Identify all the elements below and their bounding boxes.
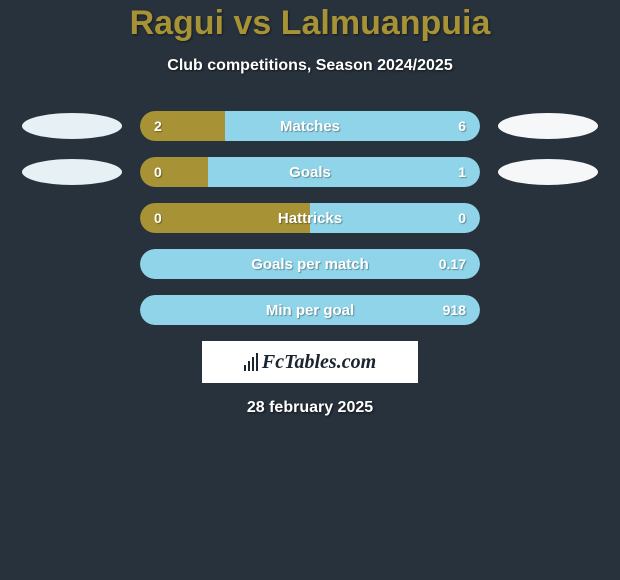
stat-bar: 2 Matches 6 [140,111,480,141]
stat-row: 0 Hattricks 0 [0,203,620,233]
stat-right-value: 918 [443,302,466,318]
stat-label: Goals [289,164,331,181]
stat-row: Min per goal 918 [0,295,620,325]
spacer [22,251,122,277]
page-title: Ragui vs Lalmuanpuia [0,4,620,43]
stat-label: Goals per match [251,256,369,273]
stat-bar: Goals per match 0.17 [140,249,480,279]
stat-label: Matches [280,118,340,135]
spacer [22,297,122,323]
brand-badge: FcTables.com [202,341,418,383]
snapshot-date: 28 february 2025 [0,399,620,417]
spacer [498,297,598,323]
stat-row: 2 Matches 6 [0,111,620,141]
stat-left-value: 0 [154,210,162,226]
stat-left-value: 0 [154,164,162,180]
player-right-marker [498,113,598,139]
stat-right-value: 0 [458,210,466,226]
bar-left-fill [140,157,208,187]
stat-label: Min per goal [266,302,354,319]
bar-right-fill [225,111,480,141]
stat-label: Hattricks [278,210,342,227]
stat-row: Goals per match 0.17 [0,249,620,279]
stat-right-value: 1 [458,164,466,180]
comparison-card: Ragui vs Lalmuanpuia Club competitions, … [0,0,620,417]
player-right-marker [498,159,598,185]
player-left-marker [22,159,122,185]
spacer [498,251,598,277]
stat-right-value: 6 [458,118,466,134]
bars-icon [244,353,258,371]
bar-left-fill [140,111,225,141]
bar-right-fill [208,157,480,187]
page-subtitle: Club competitions, Season 2024/2025 [0,57,620,75]
player-left-marker [22,113,122,139]
stat-right-value: 0.17 [439,256,466,272]
stats-list: 2 Matches 6 0 Goals 1 0 Hattricks 0 Goals per mat… [0,111,620,325]
stat-row: 0 Goals 1 [0,157,620,187]
stat-bar: 0 Goals 1 [140,157,480,187]
brand-text: FcTables.com [262,351,376,374]
spacer [498,205,598,231]
spacer [22,205,122,231]
stat-bar: Min per goal 918 [140,295,480,325]
stat-bar: 0 Hattricks 0 [140,203,480,233]
stat-left-value: 2 [154,118,162,134]
